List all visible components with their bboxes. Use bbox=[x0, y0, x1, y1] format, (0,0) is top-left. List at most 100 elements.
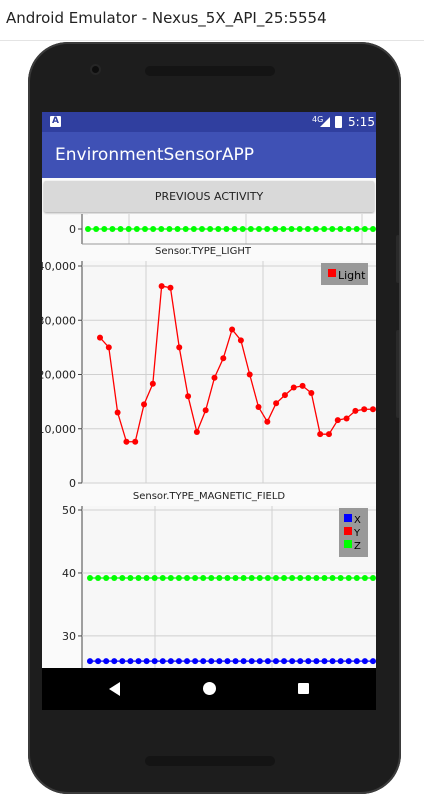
plot-area bbox=[82, 506, 376, 680]
data-point bbox=[125, 226, 132, 232]
app-title: EnvironmentSensorAPP bbox=[55, 145, 254, 165]
data-point bbox=[321, 226, 328, 232]
data-point bbox=[353, 226, 360, 232]
data-point bbox=[280, 226, 287, 232]
data-point bbox=[299, 382, 306, 389]
data-point bbox=[289, 658, 296, 665]
data-point bbox=[264, 658, 271, 665]
data-point bbox=[289, 575, 296, 581]
home-icon[interactable] bbox=[203, 682, 216, 695]
data-point bbox=[248, 658, 255, 665]
data-point bbox=[361, 226, 368, 232]
data-point bbox=[103, 658, 110, 665]
y-tick-label: 0 bbox=[69, 477, 76, 490]
data-point bbox=[143, 658, 150, 665]
y-tick-label: 0 bbox=[69, 223, 76, 236]
data-point bbox=[305, 658, 312, 665]
data-point bbox=[240, 658, 247, 665]
data-point bbox=[317, 431, 324, 438]
data-point bbox=[158, 226, 165, 232]
data-point bbox=[119, 658, 126, 665]
data-point bbox=[127, 658, 134, 665]
data-point bbox=[337, 658, 344, 665]
data-point bbox=[231, 226, 238, 232]
bottom-speaker bbox=[145, 756, 275, 766]
signal-icon bbox=[320, 117, 330, 127]
data-point bbox=[111, 658, 118, 665]
power-button[interactable] bbox=[396, 235, 400, 283]
previous-activity-button[interactable]: PREVIOUS ACTIVITY bbox=[44, 181, 374, 212]
data-point bbox=[175, 575, 182, 581]
chart-top: 0 bbox=[69, 214, 376, 245]
data-point bbox=[193, 429, 200, 436]
data-point bbox=[158, 283, 165, 290]
legend-swatch-z bbox=[344, 540, 352, 548]
data-point bbox=[281, 392, 288, 399]
data-point bbox=[321, 658, 328, 665]
data-point bbox=[239, 226, 246, 232]
y-tick-label: 30,000 bbox=[42, 314, 76, 327]
data-point bbox=[361, 406, 368, 413]
volume-button[interactable] bbox=[396, 330, 400, 418]
data-point bbox=[313, 226, 319, 232]
y-tick-label: 40 bbox=[62, 567, 76, 580]
data-point bbox=[211, 374, 218, 381]
data-point bbox=[184, 575, 191, 581]
front-camera bbox=[92, 66, 99, 73]
data-point bbox=[255, 404, 262, 411]
legend: Light bbox=[321, 263, 368, 285]
chart-title: Sensor.TYPE_MAGNETIC_FIELD bbox=[133, 491, 286, 502]
data-point bbox=[202, 407, 209, 414]
data-point bbox=[370, 226, 376, 232]
data-point bbox=[272, 575, 279, 581]
data-point bbox=[166, 226, 173, 232]
data-point bbox=[247, 226, 254, 232]
data-point bbox=[361, 575, 368, 581]
data-point bbox=[370, 658, 376, 665]
data-point bbox=[296, 226, 303, 232]
chart-light: Sensor.TYPE_LIGHT 0 10,000 20,000 30,000 40,… bbox=[42, 246, 376, 490]
data-point bbox=[297, 658, 304, 665]
data-point bbox=[264, 418, 271, 425]
chart-title: Sensor.TYPE_LIGHT bbox=[155, 246, 252, 257]
data-point bbox=[248, 575, 255, 581]
data-point bbox=[109, 226, 116, 232]
data-point bbox=[117, 226, 124, 232]
data-point bbox=[200, 575, 207, 581]
data-point bbox=[103, 575, 110, 581]
data-point bbox=[135, 575, 142, 581]
data-point bbox=[361, 658, 368, 665]
data-point bbox=[370, 575, 376, 581]
data-point bbox=[264, 575, 271, 581]
data-point bbox=[185, 393, 192, 400]
data-point bbox=[256, 658, 263, 665]
data-point bbox=[208, 658, 215, 665]
recents-icon[interactable] bbox=[298, 683, 309, 694]
data-point bbox=[175, 658, 182, 665]
data-point bbox=[159, 658, 166, 665]
data-point bbox=[192, 658, 199, 665]
data-point bbox=[232, 658, 239, 665]
notification-icon: A bbox=[50, 116, 61, 127]
data-point bbox=[370, 406, 376, 413]
data-point bbox=[167, 658, 174, 665]
data-point bbox=[192, 575, 199, 581]
y-tick-label: 40,000 bbox=[42, 260, 76, 273]
legend-label-light: Light bbox=[338, 269, 366, 282]
data-point bbox=[105, 344, 112, 351]
legend-label-z: Z bbox=[354, 541, 361, 552]
data-point bbox=[352, 407, 359, 414]
data-point bbox=[151, 575, 158, 581]
data-point bbox=[334, 417, 341, 424]
data-point bbox=[199, 226, 205, 232]
emulator-title-bar: Android Emulator - Nexus_5X_API_25:5554 bbox=[0, 0, 424, 41]
plot-area bbox=[82, 261, 376, 483]
back-icon[interactable] bbox=[109, 682, 120, 696]
data-point bbox=[337, 226, 344, 232]
data-point bbox=[85, 226, 91, 232]
data-point bbox=[176, 344, 183, 351]
data-point bbox=[329, 226, 336, 232]
data-point bbox=[353, 575, 360, 581]
emulator-title: Android Emulator - Nexus_5X_API_25:5554 bbox=[6, 9, 327, 27]
legend: X Y Z bbox=[339, 508, 368, 557]
